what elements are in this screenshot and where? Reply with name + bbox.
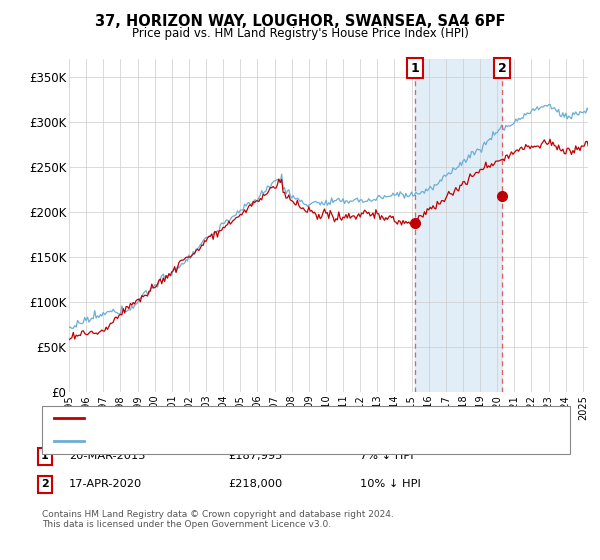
Text: £218,000: £218,000 [228, 479, 282, 489]
Text: 37, HORIZON WAY, LOUGHOR, SWANSEA, SA4 6PF (detached house): 37, HORIZON WAY, LOUGHOR, SWANSEA, SA4 6… [90, 413, 464, 423]
Text: Contains HM Land Registry data © Crown copyright and database right 2024.
This d: Contains HM Land Registry data © Crown c… [42, 510, 394, 529]
Text: 10% ↓ HPI: 10% ↓ HPI [360, 479, 421, 489]
Text: HPI: Average price, detached house, Swansea: HPI: Average price, detached house, Swan… [90, 436, 341, 446]
Text: 2: 2 [498, 62, 506, 74]
Text: 37, HORIZON WAY, LOUGHOR, SWANSEA, SA4 6PF: 37, HORIZON WAY, LOUGHOR, SWANSEA, SA4 6… [95, 14, 505, 29]
Text: Price paid vs. HM Land Registry's House Price Index (HPI): Price paid vs. HM Land Registry's House … [131, 27, 469, 40]
Text: 1: 1 [411, 62, 419, 74]
Text: 1: 1 [41, 451, 49, 461]
Text: 20-MAR-2015: 20-MAR-2015 [69, 451, 146, 461]
Text: £187,995: £187,995 [228, 451, 283, 461]
Text: 17-APR-2020: 17-APR-2020 [69, 479, 142, 489]
Bar [415, 59, 502, 392]
Text: 2: 2 [41, 479, 49, 489]
Text: 7% ↓ HPI: 7% ↓ HPI [360, 451, 413, 461]
